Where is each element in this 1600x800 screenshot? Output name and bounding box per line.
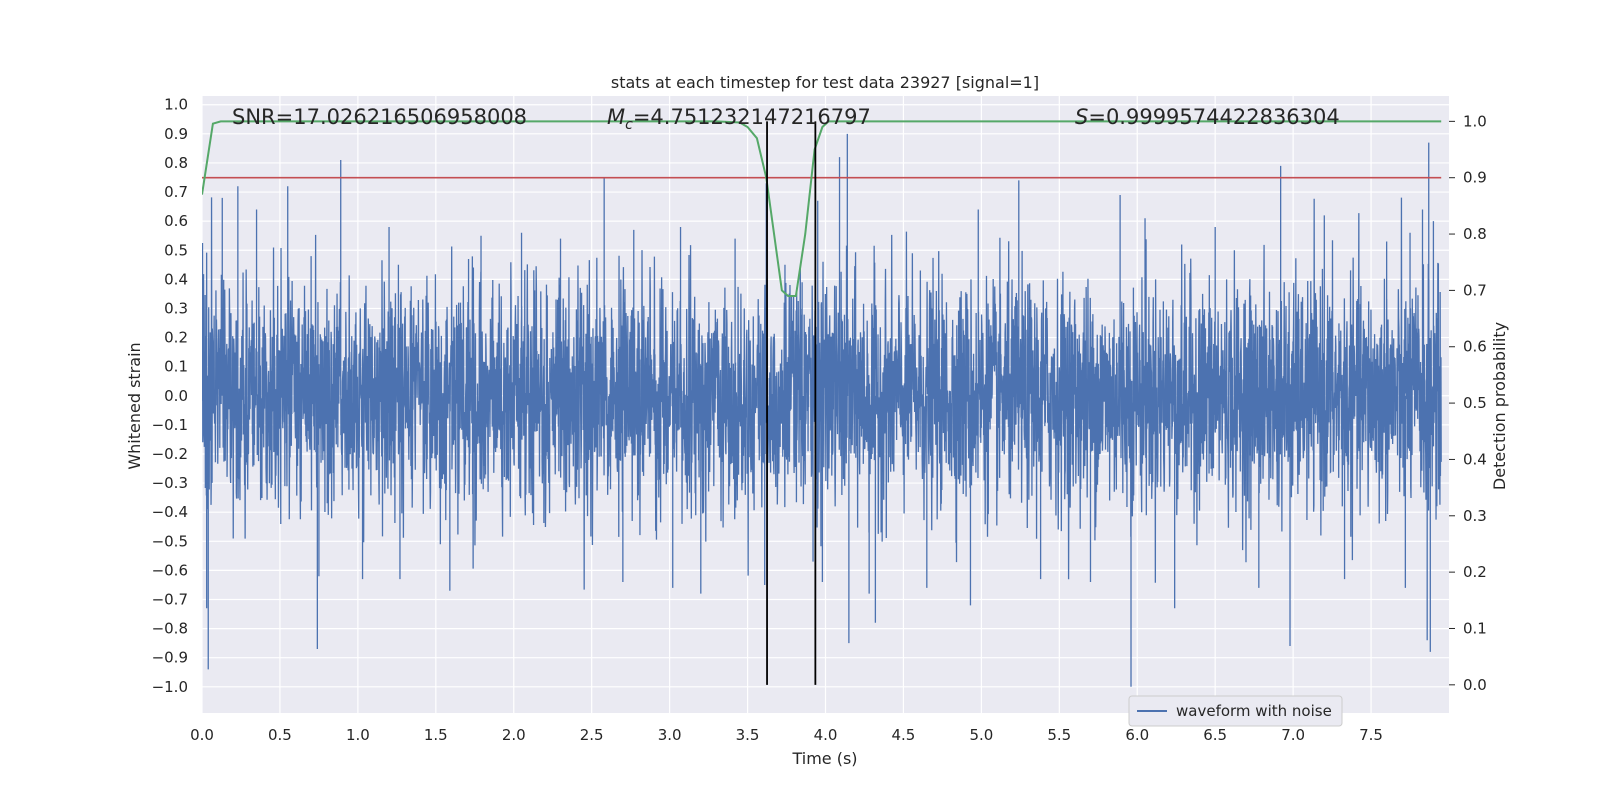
y-tick-label-7: 0.3 xyxy=(164,299,188,317)
chart-title: stats at each timestep for test data 239… xyxy=(611,73,1039,92)
y2-tick-label-10: 0.0 xyxy=(1463,676,1487,694)
x-tick-label-4: 2.0 xyxy=(502,726,526,744)
x-tick-label-0: 0.0 xyxy=(190,726,214,744)
x-tick-label-12: 6.0 xyxy=(1125,726,1149,744)
detection-probability-line xyxy=(202,120,1442,298)
x-tick-label-14: 7.0 xyxy=(1281,726,1305,744)
waveform-with-noise-line xyxy=(202,133,1442,687)
legend-entry: waveform with noise xyxy=(1176,702,1332,720)
y-tick-label-8: 0.2 xyxy=(164,329,188,347)
y-tick-label-0: 1.0 xyxy=(164,96,188,114)
y2-tick-labels: 1.0 0.9 0.8 0.7 0.6 0.5 0.4 0.3 0.2 0.1 0.0 xyxy=(1449,112,1487,694)
x-tick-label-10: 5.0 xyxy=(969,726,993,744)
y-tick-label-3: 0.7 xyxy=(164,183,188,201)
x-tick-label-7: 3.5 xyxy=(736,726,760,744)
y2-tick-label-1: 0.9 xyxy=(1463,169,1487,187)
y2-tick-label-4: 0.6 xyxy=(1463,338,1487,356)
legend: waveform with noise xyxy=(1128,695,1343,727)
y-tick-label-4: 0.6 xyxy=(164,212,188,230)
y-tick-label-6: 0.4 xyxy=(164,270,188,288)
y-tick-label-2: 0.8 xyxy=(164,154,188,172)
x-tick-label-5: 2.5 xyxy=(580,726,604,744)
x-tick-label-2: 1.0 xyxy=(346,726,370,744)
overlay-lines xyxy=(202,120,1442,685)
x-tick-label-6: 3.0 xyxy=(658,726,682,744)
x-tick-labels: 0.0 0.5 1.0 1.5 2.0 2.5 3.0 3.5 4.0 4.5 5.0 5.5 6.0 6… xyxy=(190,726,1383,744)
y2-tick-label-2: 0.8 xyxy=(1463,225,1487,243)
y-axis-label: Whitened strain xyxy=(125,342,144,469)
x-tick-label-11: 5.5 xyxy=(1047,726,1071,744)
y-tick-label-18: −0.8 xyxy=(152,620,188,638)
x-tick-label-3: 1.5 xyxy=(424,726,448,744)
y-tick-label-11: −0.1 xyxy=(152,416,188,434)
y-tick-label-13: −0.3 xyxy=(152,474,188,492)
y-tick-label-10: 0.0 xyxy=(164,387,188,405)
x-axis-label: Time (s) xyxy=(791,749,857,768)
y2-tick-label-7: 0.3 xyxy=(1463,507,1487,525)
waveform-series xyxy=(202,133,1442,687)
s-annotation: S=0.9999574422836304 xyxy=(1075,105,1340,129)
x-tick-label-13: 6.5 xyxy=(1203,726,1227,744)
y2-tick-label-8: 0.2 xyxy=(1463,563,1487,581)
y-tick-label-20: −1.0 xyxy=(152,678,188,696)
y-tick-label-19: −0.9 xyxy=(152,649,188,667)
y-tick-label-17: −0.7 xyxy=(152,590,188,608)
mc-annotation: Mc=4.751232147216797 xyxy=(607,105,871,133)
y-tick-label-14: −0.4 xyxy=(152,503,188,521)
y-tick-labels: 1.0 0.9 0.8 0.7 0.6 0.5 0.4 0.3 0.2 0.1 0.0 −0.1 −0.… xyxy=(152,96,188,696)
y-tick-label-9: 0.1 xyxy=(164,358,188,376)
y-tick-label-12: −0.2 xyxy=(152,445,188,463)
y-tick-label-16: −0.6 xyxy=(152,561,188,579)
x-tick-label-8: 4.0 xyxy=(814,726,838,744)
x-tick-label-9: 4.5 xyxy=(892,726,916,744)
legend-box xyxy=(1128,695,1343,727)
y-tick-label-5: 0.5 xyxy=(164,241,188,259)
x-tick-label-15: 7.5 xyxy=(1359,726,1383,744)
y2-tick-label-6: 0.4 xyxy=(1463,450,1487,468)
y-tick-label-1: 0.9 xyxy=(164,125,188,143)
x-tick-label-1: 0.5 xyxy=(268,726,292,744)
snr-annotation: SNR=17.026216506958008 xyxy=(232,105,527,129)
y2-tick-label-5: 0.5 xyxy=(1463,394,1487,412)
y2-axis-label: Detection probability xyxy=(1490,322,1509,490)
y2-tick-label-0: 1.0 xyxy=(1463,112,1487,130)
y-tick-label-15: −0.5 xyxy=(152,532,188,550)
y2-tick-label-9: 0.1 xyxy=(1463,619,1487,637)
y2-tick-label-3: 0.7 xyxy=(1463,281,1487,299)
